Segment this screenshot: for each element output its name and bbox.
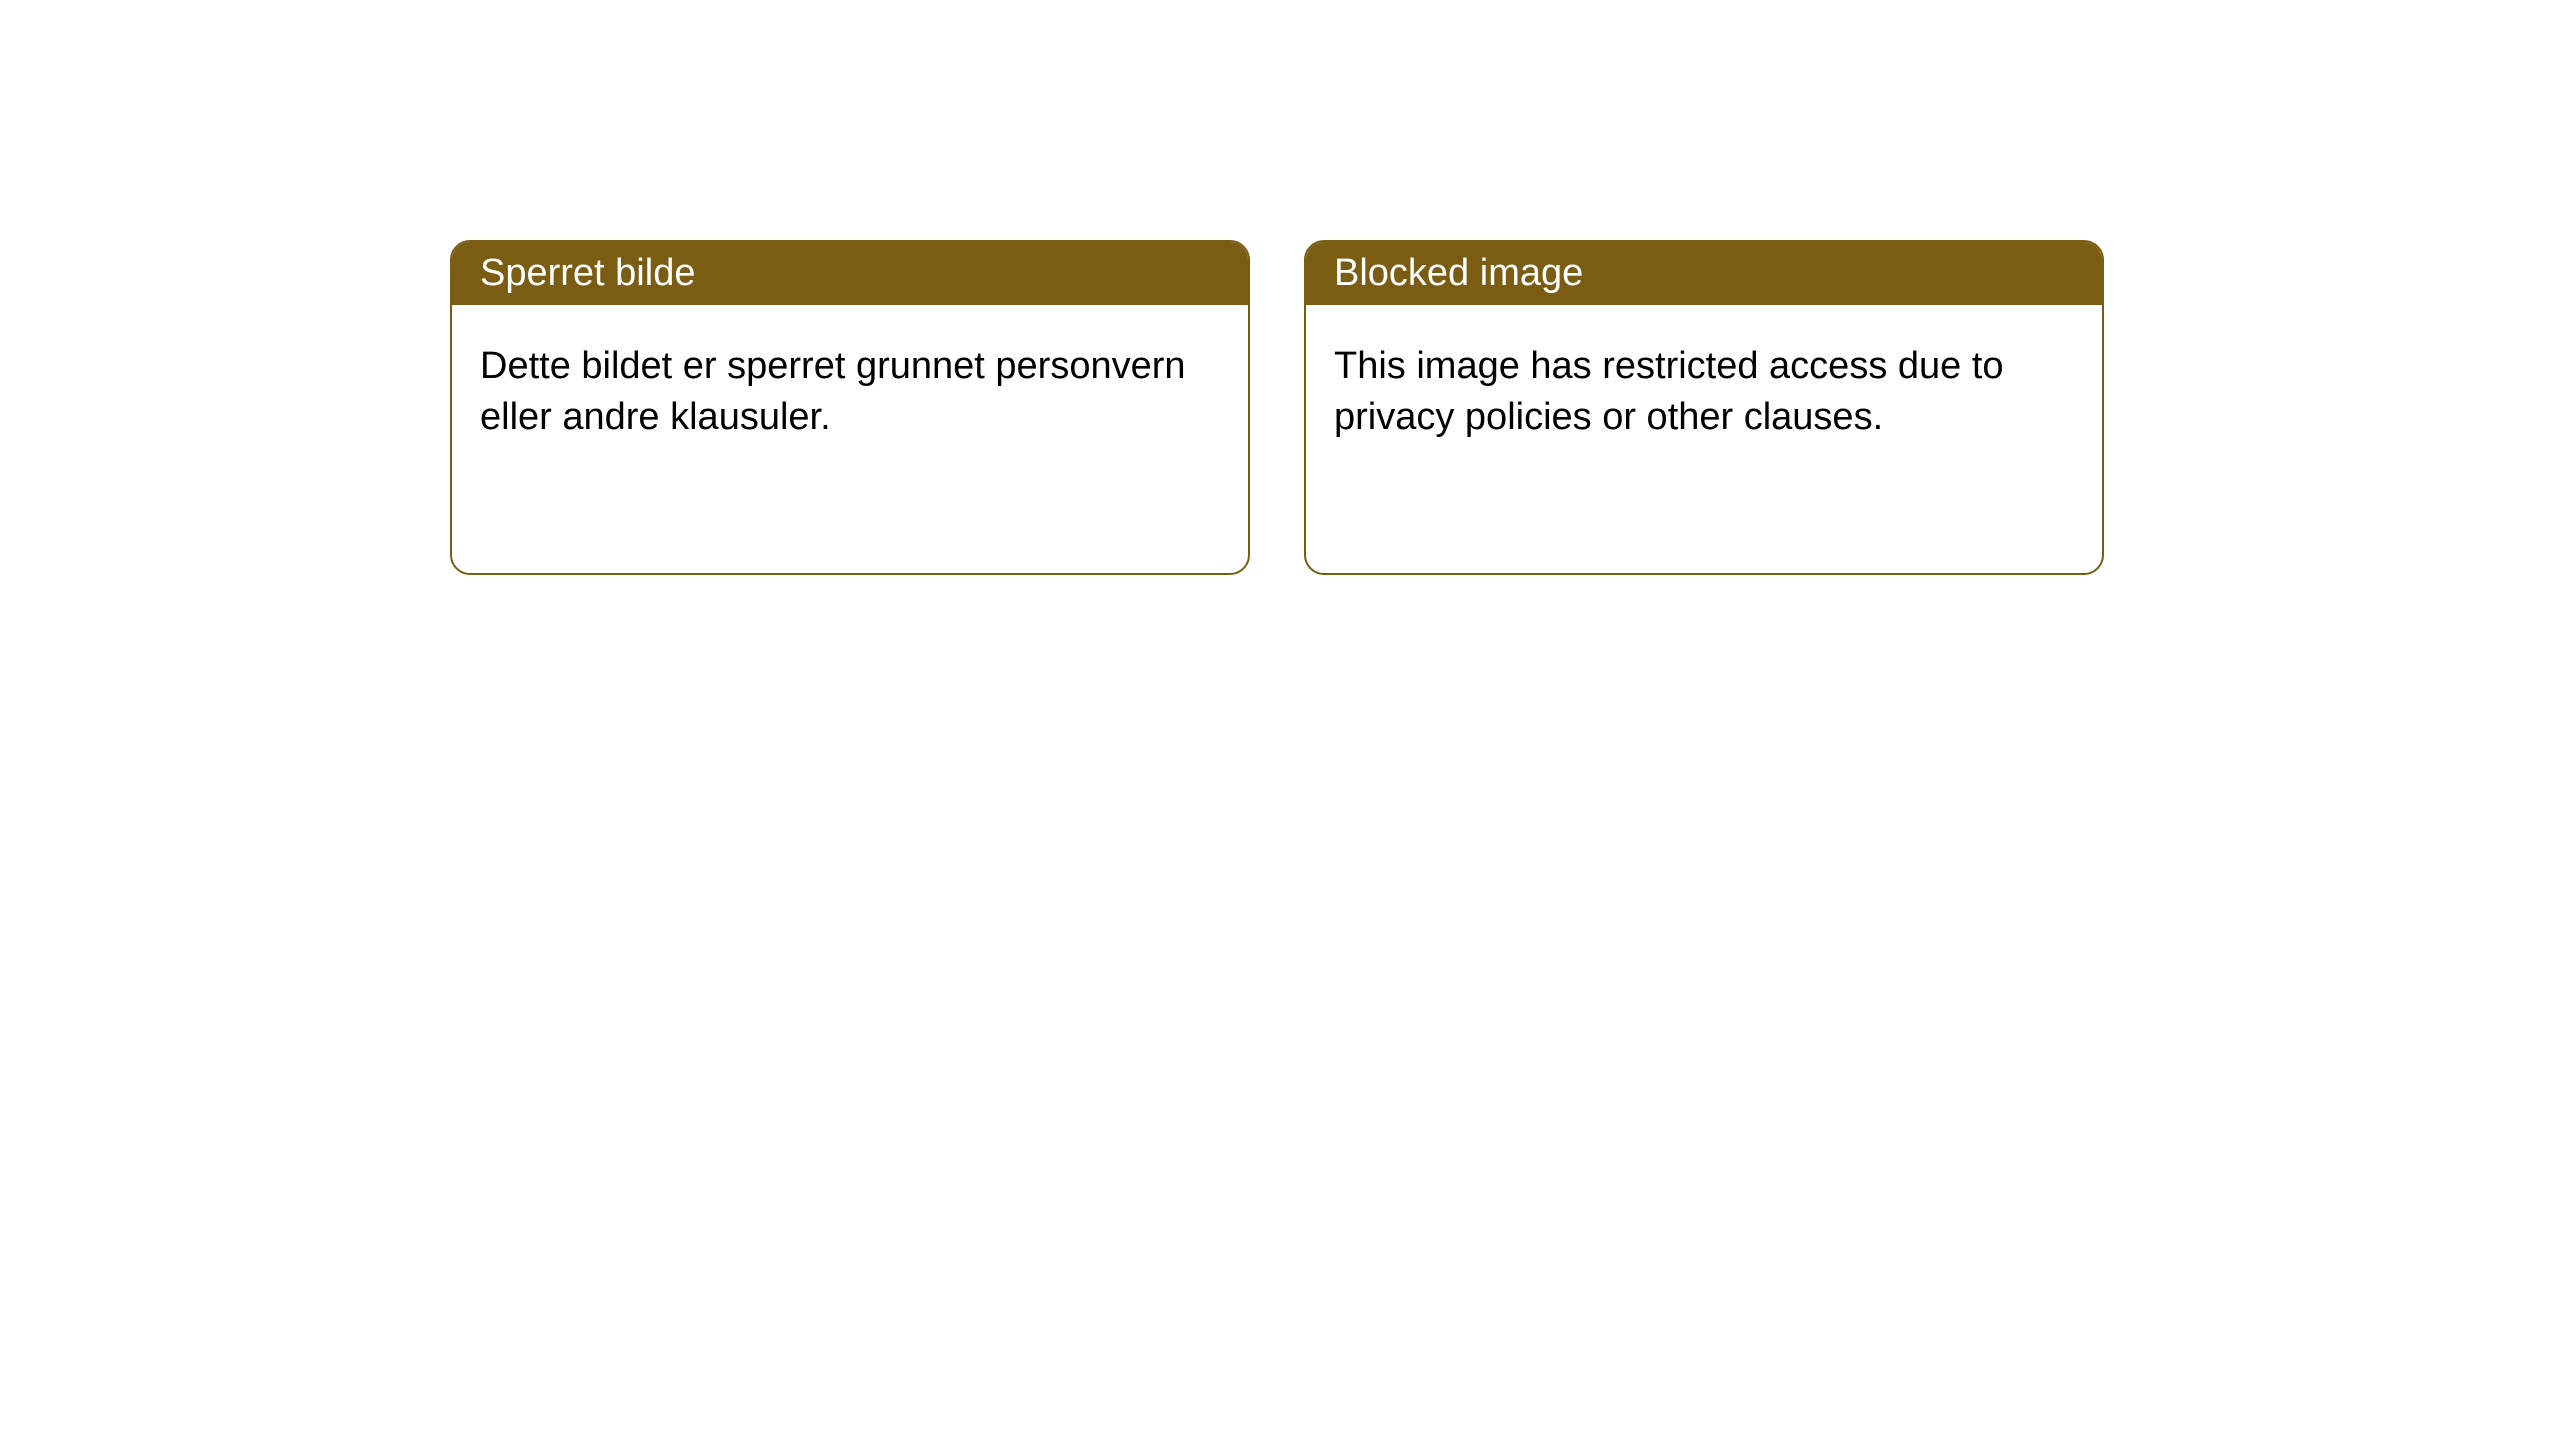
- notice-body-english: This image has restricted access due to …: [1306, 305, 2102, 480]
- notice-card-english: Blocked image This image has restricted …: [1304, 240, 2104, 575]
- notice-title-norwegian: Sperret bilde: [452, 242, 1248, 305]
- notice-title-english: Blocked image: [1306, 242, 2102, 305]
- notice-body-norwegian: Dette bildet er sperret grunnet personve…: [452, 305, 1248, 480]
- notice-container: Sperret bilde Dette bildet er sperret gr…: [0, 0, 2560, 575]
- notice-card-norwegian: Sperret bilde Dette bildet er sperret gr…: [450, 240, 1250, 575]
